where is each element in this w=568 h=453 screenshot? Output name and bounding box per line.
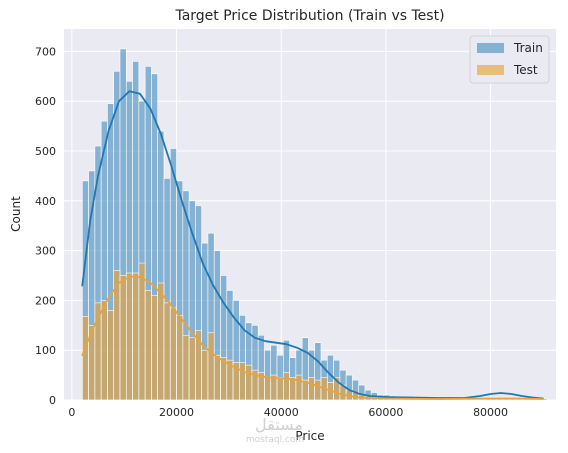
y-tick-label-1: 100 [35, 344, 56, 357]
test-bar-8 [132, 272, 140, 401]
test-bar-31 [276, 377, 284, 401]
y-axis-label: Count [9, 196, 23, 232]
test-bar-4 [107, 310, 115, 401]
test-bar-14 [169, 307, 177, 401]
test-bar-19 [201, 349, 209, 401]
y-tick-labels: 0 100 200 300 400 500 600 700 [35, 45, 56, 407]
test-bar-15 [176, 315, 184, 401]
legend-swatch-test [477, 65, 504, 75]
x-tick-labels: 0 20000 40000 60000 80000 [68, 406, 508, 419]
test-bar-36 [308, 377, 316, 401]
test-bar-16 [182, 334, 190, 401]
x-axis-label: Price [295, 429, 324, 443]
test-bar-26 [245, 364, 253, 401]
test-bar-29 [264, 377, 272, 401]
chart-title: Target Price Distribution (Train vs Test… [174, 8, 444, 24]
test-bar-12 [157, 282, 165, 401]
y-tick-label-0: 0 [49, 394, 56, 407]
y-tick-label-5: 500 [35, 145, 56, 158]
legend-label-test: Test [513, 63, 538, 77]
test-bar-34 [295, 374, 303, 401]
test-bar-37 [314, 379, 322, 401]
legend: Train Test [469, 35, 550, 84]
watermark-latin: mostaql.com [246, 435, 304, 445]
legend-swatch-train [477, 43, 504, 53]
test-bar-6 [119, 275, 127, 401]
y-tick-label-3: 300 [35, 245, 56, 258]
watermark: مستقل mostaql.com [246, 415, 304, 445]
y-tick-label-7: 700 [35, 45, 56, 58]
test-bar-20 [207, 332, 215, 401]
test-bar-21 [213, 354, 221, 401]
test-bar-10 [144, 290, 152, 401]
test-bar-9 [138, 262, 146, 401]
x-tick-label-2: 40000 [264, 406, 299, 419]
y-tick-label-4: 400 [35, 195, 56, 208]
x-tick-label-1: 20000 [159, 406, 194, 419]
x-tick-label-0: 0 [68, 406, 75, 419]
legend-label-train: Train [513, 41, 543, 55]
test-kde-line [81, 275, 544, 400]
test-bar-17 [188, 337, 196, 401]
y-tick-label-2: 200 [35, 294, 56, 307]
test-bar-33 [289, 377, 297, 401]
kde-lines [81, 90, 544, 400]
test-bar-0 [82, 316, 89, 401]
x-tick-label-3: 60000 [368, 406, 403, 419]
watermark-arabic: مستقل [255, 415, 303, 434]
x-tick-label-4: 80000 [473, 406, 508, 419]
test-bar-22 [220, 357, 228, 401]
test-bar-3 [100, 300, 108, 401]
test-bar-7 [125, 272, 133, 401]
test-bar-25 [239, 362, 246, 401]
test-bar-11 [151, 295, 158, 401]
y-tick-label-6: 600 [35, 95, 56, 108]
train-kde-line [81, 90, 544, 400]
test-bars [82, 262, 548, 401]
test-bar-32 [283, 372, 290, 401]
test-bar-13 [163, 302, 171, 401]
